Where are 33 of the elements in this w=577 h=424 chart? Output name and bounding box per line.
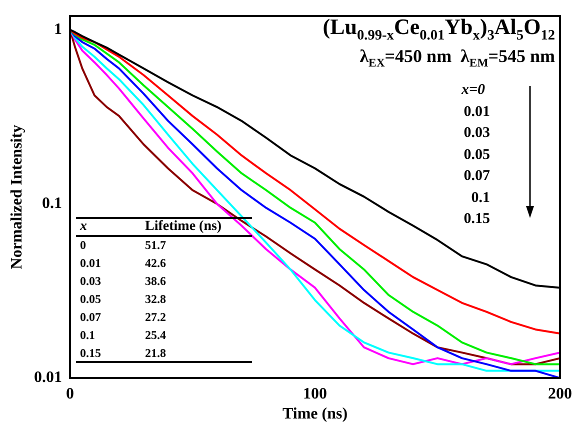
annotation: 0.15 — [464, 211, 490, 228]
annotation: 0.05 — [79, 291, 102, 308]
y-tick-label: 0.01 — [34, 369, 62, 386]
y-tick-label: 1 — [54, 20, 62, 38]
x-tick-label: 0 — [66, 386, 74, 403]
annotation: 0.15 — [79, 345, 102, 362]
annotation: 42.6 — [144, 255, 167, 272]
annotation: 21.8 — [144, 345, 167, 362]
annotation: 0.01 — [420, 27, 445, 44]
annotation: 0.03 — [79, 273, 102, 290]
y-tick-label: 0.1 — [42, 195, 62, 212]
annotation: 38.6 — [144, 273, 167, 290]
annotation: 27.2 — [144, 309, 167, 326]
annotation: 0.03 — [464, 125, 490, 142]
x-tick-label: 100 — [303, 386, 327, 403]
annotation: 0.1 — [471, 190, 490, 206]
annotation: 0.01 — [464, 104, 490, 120]
annotation: 0 — [79, 237, 87, 254]
annotation: x=0 — [461, 82, 485, 99]
annotation: 0.05 — [464, 146, 490, 164]
annotation: 32.8 — [144, 291, 167, 308]
annotation: x — [78, 218, 88, 236]
x-tick-label: 200 — [548, 386, 572, 403]
annotation: 0.07 — [79, 309, 102, 326]
annotation: Lifetime (ns) — [144, 218, 223, 236]
annotation: 0.07 — [464, 168, 490, 185]
text: 0.01 — [80, 256, 101, 270]
annotation: 0.1 — [79, 327, 96, 344]
annotation: 25.4 — [144, 327, 167, 344]
y-axis-title: Normalized Intensity — [8, 124, 26, 270]
annotation: 51.7 — [144, 237, 167, 254]
x-axis-title: Time (ns) — [282, 406, 348, 423]
text: λ$_{EX}$=450 nm λ$_{EM}$=545 nm — [360, 46, 555, 70]
